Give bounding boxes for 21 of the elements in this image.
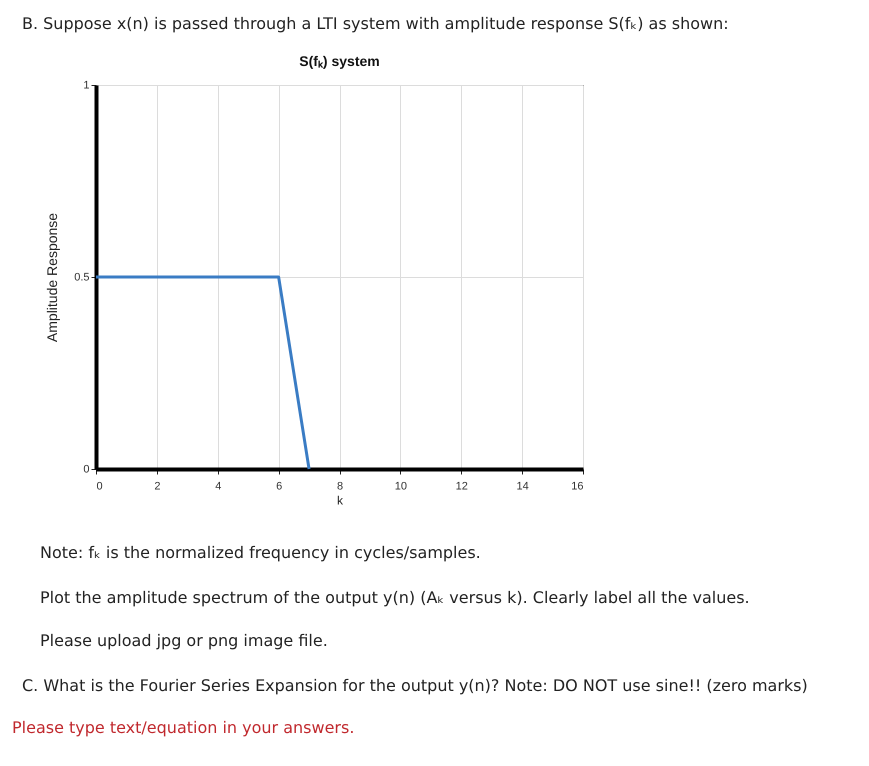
- x-tick-label: 8: [336, 480, 344, 492]
- y-tick-label: 1: [83, 80, 90, 92]
- x-tick-label: 2: [154, 480, 160, 492]
- x-tick-label: 6: [276, 480, 282, 492]
- y-axis-title: Amplitude Response: [44, 212, 60, 342]
- text: Note: fₖ is the normalized frequency in cycles/samples.: [40, 543, 481, 562]
- x-axis-title: k: [337, 494, 344, 508]
- text: Please type text/equation in your answers.: [12, 718, 354, 737]
- text: Please upload jpg or png image file.: [40, 631, 328, 650]
- x-tick-label: 16: [571, 480, 584, 492]
- x-tick-label: 14: [516, 480, 529, 492]
- chart-title: S(fₖ) system: [299, 53, 380, 69]
- text: C. What is the Fourier Series Expansion for the output y(n)? Note: DO NOT use sine!! (zero marks): [22, 676, 808, 695]
- x-tick-label: 10: [394, 480, 407, 492]
- y-tick-label: 0: [83, 464, 90, 476]
- y-tick-label: 0.5: [74, 272, 90, 284]
- x-tick-label: 0: [96, 480, 103, 492]
- x-tick-label: 4: [215, 480, 222, 492]
- x-tick-label: 12: [456, 480, 468, 492]
- text: Plot the amplitude spectrum of the output y(n) (Aₖ versus k). Clearly label all the values.: [40, 588, 750, 607]
- text: B. Suppose x(n) is passed through a LTI system with amplitude response S(fₖ) as shown:: [22, 14, 729, 33]
